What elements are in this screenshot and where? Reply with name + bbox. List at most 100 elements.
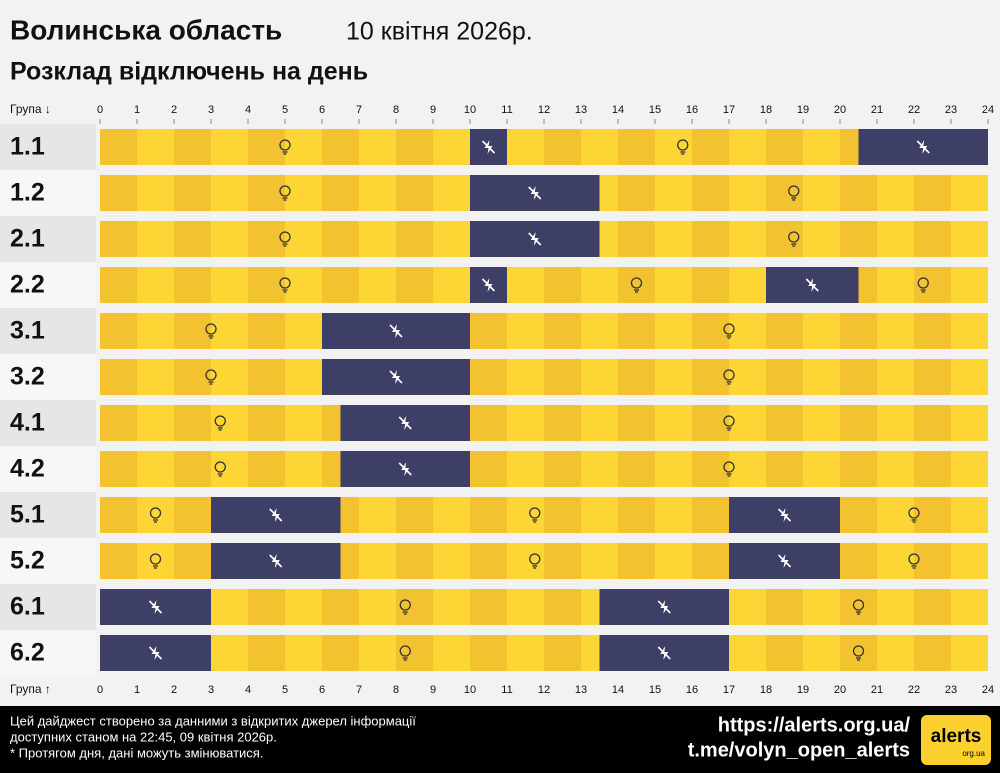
icon-part: [398, 462, 412, 476]
icon-part: [205, 323, 217, 335]
group-label: 3.2: [10, 363, 45, 391]
x-tick-label: 2: [171, 104, 177, 116]
icon-part: [279, 277, 291, 289]
on-icon: [399, 599, 411, 615]
on-icon: [852, 599, 865, 615]
icon-part: [723, 415, 735, 427]
group-label: 5.1: [10, 501, 45, 529]
x-tick-label: 3: [208, 684, 214, 696]
row-label-bg: [0, 354, 96, 400]
group-label: 4.1: [10, 409, 45, 437]
x-tick-label: 9: [430, 684, 436, 696]
row-label-bg: [0, 446, 96, 492]
on-icon: [723, 369, 735, 385]
on-band: [100, 313, 988, 349]
x-tick-label: 23: [945, 104, 957, 116]
x-tick-label: 1: [134, 684, 140, 696]
x-tick-label: 24: [982, 104, 994, 116]
x-tick-label: 7: [356, 684, 362, 696]
icon-part: [149, 507, 162, 519]
icon-part: [398, 416, 412, 430]
on-icon: [279, 277, 291, 293]
on-icon: [279, 231, 291, 247]
on-icon: [723, 323, 735, 339]
footer-url[interactable]: https://alerts.org.ua/: [718, 714, 911, 736]
x-tick-label: 8: [393, 104, 399, 116]
x-tick-label: 17: [723, 684, 735, 696]
x-tick-label: 20: [834, 684, 846, 696]
x-tick-label: 5: [282, 104, 288, 116]
icon-part: [529, 553, 541, 565]
icon-part: [908, 553, 920, 565]
x-tick-label: 20: [834, 104, 846, 116]
row-label-bg: [0, 124, 96, 170]
icon-part: [399, 645, 411, 657]
row-label-bg: [0, 262, 96, 308]
icon-part: [529, 507, 541, 519]
icon-part: [279, 139, 291, 151]
on-icon: [529, 507, 541, 523]
top-axis-label: Група ↓: [10, 102, 51, 116]
off-icon: [481, 140, 496, 154]
off-icon: [657, 600, 671, 614]
row-label-bg: [0, 216, 96, 262]
x-tick-label: 18: [760, 684, 772, 696]
x-tick-label: 11: [501, 104, 512, 116]
x-tick-label: 4: [245, 684, 251, 696]
off-icon: [269, 554, 283, 568]
on-band: [100, 359, 988, 395]
icon-part: [148, 646, 163, 660]
on-icon: [279, 185, 291, 201]
off-icon: [389, 370, 403, 384]
x-tick-label: 19: [797, 684, 809, 696]
logo: [921, 715, 991, 765]
x-tick-label: 7: [356, 104, 362, 116]
icon-part: [908, 507, 920, 519]
x-tick-label: 21: [871, 104, 883, 116]
on-icon: [149, 553, 162, 569]
on-icon: [788, 185, 800, 201]
x-tick-label: 4: [245, 104, 251, 116]
on-icon: [788, 231, 800, 247]
off-icon: [398, 416, 412, 430]
group-label: 1.2: [10, 179, 45, 207]
icon-part: [149, 553, 162, 565]
x-tick-label: 10: [464, 104, 476, 116]
x-tick-label: 16: [686, 684, 698, 696]
x-tick-label: 0: [97, 684, 103, 696]
on-icon: [908, 507, 920, 523]
group-label: 4.2: [10, 455, 45, 483]
icon-part: [788, 185, 800, 197]
icon-part: [389, 324, 403, 338]
on-icon: [723, 415, 735, 431]
on-icon: [908, 553, 920, 569]
group-label: 6.2: [10, 639, 45, 667]
x-tick-label: 19: [797, 104, 809, 116]
on-band: [100, 589, 988, 625]
icon-part: [481, 140, 496, 154]
x-tick-label: 21: [871, 684, 883, 696]
on-icon: [205, 323, 217, 339]
on-icon: [529, 553, 541, 569]
row-label-bg: [0, 170, 96, 216]
on-icon: [279, 139, 291, 155]
footer-telegram[interactable]: t.me/volyn_open_alerts: [688, 739, 910, 761]
x-tick-label: 11: [501, 684, 512, 696]
x-tick-label: 13: [575, 684, 587, 696]
x-tick-label: 16: [686, 104, 698, 116]
off-icon: [916, 140, 930, 154]
x-tick-label: 9: [430, 104, 436, 116]
off-icon: [389, 324, 403, 338]
on-icon: [399, 645, 411, 661]
x-tick-label: 6: [319, 684, 325, 696]
icon-part: [917, 277, 929, 289]
group-label: 1.1: [10, 133, 45, 161]
icon-part: [279, 231, 291, 243]
on-icon: [677, 139, 689, 155]
icon-part: [399, 599, 411, 611]
off-icon: [148, 646, 163, 660]
on-icon: [630, 277, 643, 293]
icon-part: [777, 554, 792, 568]
x-tick-label: 3: [208, 104, 214, 116]
